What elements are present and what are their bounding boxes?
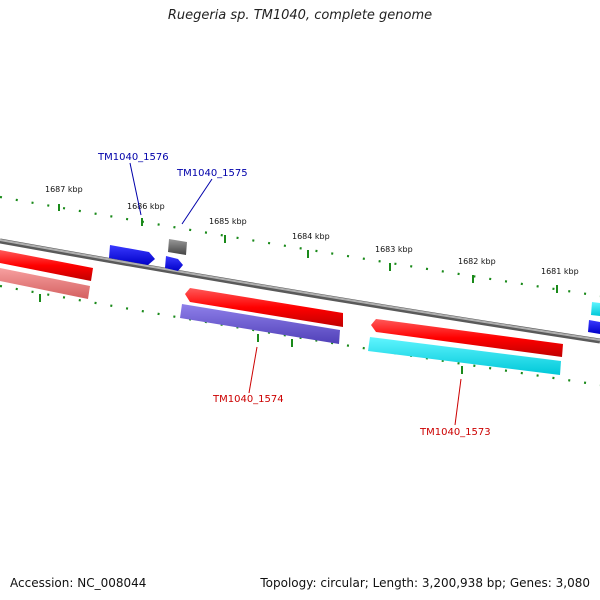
kbp-label: 1687 kbp <box>45 185 83 194</box>
gene-tm1040-1576[interactable] <box>109 245 155 265</box>
gene-label-1576[interactable]: TM1040_1576 <box>97 152 169 163</box>
gene-red-1573[interactable] <box>371 319 563 357</box>
gene-label-1574[interactable]: TM1040_1574 <box>212 394 284 405</box>
gene-red-1574[interactable] <box>185 288 343 327</box>
gene-red-left[interactable] <box>0 250 93 281</box>
kbp-label: 1685 kbp <box>209 217 247 226</box>
gene-blue-right[interactable] <box>588 320 600 334</box>
accession-text: Accession: NC_008044 <box>10 576 147 590</box>
kbp-label: 1684 kbp <box>292 232 330 241</box>
gene-label-1573[interactable]: TM1040_1573 <box>419 427 491 438</box>
gene-label-1575[interactable]: TM1040_1575 <box>176 168 248 179</box>
leader-line-1576 <box>129 162 142 216</box>
outer-tick-ring <box>0 195 600 298</box>
kbp-label: 1683 kbp <box>375 245 413 254</box>
gene-cyan-right[interactable] <box>591 302 600 316</box>
leader-line-1575 <box>181 178 213 225</box>
genome-summary-text: Topology: circular; Length: 3,200,938 bp… <box>260 576 590 590</box>
gene-gray[interactable] <box>168 239 187 255</box>
gene-tm1040-1573[interactable] <box>368 337 561 375</box>
inner-tick-ring <box>0 284 600 387</box>
leader-line-1574 <box>248 346 258 394</box>
leader-line-1573 <box>454 378 462 426</box>
gene-tm1040-1574[interactable] <box>180 304 340 344</box>
gene-tm1040-1575[interactable] <box>165 256 183 271</box>
kbp-label: 1681 kbp <box>541 267 579 276</box>
kbp-label: 1682 kbp <box>458 257 496 266</box>
map-title: Ruegeria sp. TM1040, complete genome <box>167 8 433 23</box>
gene-pink-left[interactable] <box>0 268 90 299</box>
kbp-label: 1686 kbp <box>127 202 165 211</box>
